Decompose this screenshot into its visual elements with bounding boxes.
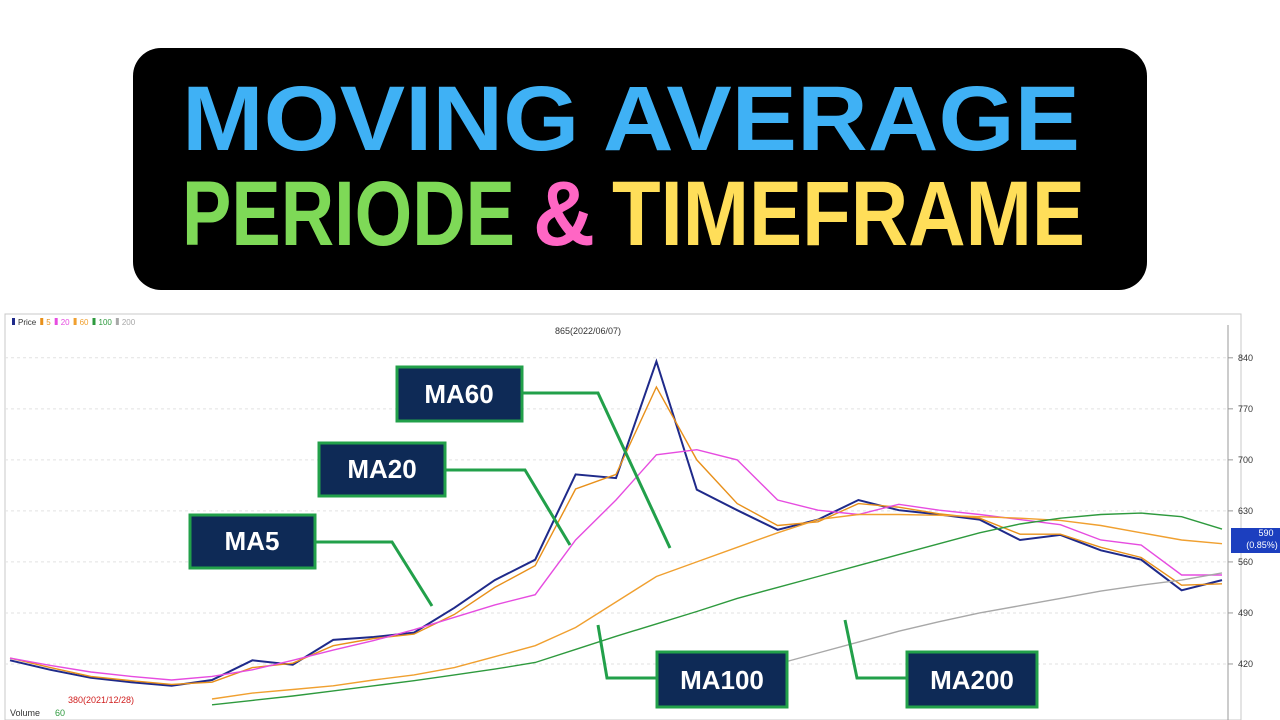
legend-swatch bbox=[73, 318, 77, 325]
ma-label: MA5 bbox=[225, 526, 280, 556]
connector bbox=[843, 619, 907, 680]
legend-swatch bbox=[115, 318, 119, 325]
subtitle-amp: & bbox=[533, 163, 595, 265]
title-box bbox=[133, 48, 1147, 290]
series-line bbox=[211, 512, 1223, 706]
subtitle-word: PERIODE bbox=[182, 163, 515, 265]
legend-swatch bbox=[92, 318, 96, 325]
legend-label: Price bbox=[18, 318, 37, 327]
ma-label: MA60 bbox=[424, 379, 493, 409]
volume-label: Volume bbox=[10, 708, 40, 718]
legend-swatch bbox=[54, 318, 58, 325]
annotation: 380(2021/12/28) bbox=[68, 695, 134, 705]
subtitle-word: TIMEFRAME bbox=[612, 163, 1085, 265]
annotation: 865(2022/06/07) bbox=[555, 326, 621, 336]
volume-label: 60 bbox=[55, 708, 65, 718]
legend-swatch bbox=[40, 318, 44, 325]
series-line bbox=[9, 448, 1222, 681]
annotation: 590 bbox=[1258, 528, 1273, 538]
ma-label: MA200 bbox=[930, 665, 1014, 695]
connector bbox=[522, 391, 672, 549]
y-tick-label: 420 bbox=[1238, 659, 1253, 669]
ma-label-box bbox=[655, 650, 789, 709]
title: MOVING AVERAGE bbox=[182, 68, 1080, 170]
legend-label: 20 bbox=[61, 318, 70, 327]
y-tick-label: 700 bbox=[1238, 455, 1253, 465]
y-tick-label: 630 bbox=[1238, 506, 1253, 516]
connector bbox=[445, 468, 572, 546]
legend-label: 60 bbox=[80, 318, 89, 327]
y-tick-label: 840 bbox=[1238, 353, 1253, 363]
ma-label-box bbox=[395, 365, 524, 423]
connector bbox=[315, 540, 434, 607]
ma-label-box bbox=[905, 650, 1039, 709]
legend-label: 5 bbox=[46, 318, 51, 327]
ma-label: MA20 bbox=[347, 454, 416, 484]
ma-label-box bbox=[317, 441, 447, 498]
series-line bbox=[211, 513, 1223, 700]
price-tag bbox=[1231, 528, 1280, 553]
series-lines bbox=[9, 358, 1223, 706]
connector bbox=[596, 624, 657, 680]
ma-label-box bbox=[188, 513, 317, 570]
series-line bbox=[9, 358, 1223, 687]
y-tick-label: 490 bbox=[1238, 608, 1253, 618]
legend-label: 100 bbox=[99, 318, 113, 327]
y-tick-label: 770 bbox=[1238, 404, 1253, 414]
y-tick-label: 560 bbox=[1238, 557, 1253, 567]
legend-label: 200 bbox=[122, 318, 136, 327]
grid: 420 490 560 630 700 770 840 bbox=[5, 353, 1253, 669]
legend-swatch bbox=[12, 318, 15, 325]
ma-label: MA100 bbox=[680, 665, 764, 695]
series-line bbox=[9, 385, 1223, 686]
legend: Price 5 20 60 100 200 bbox=[12, 318, 136, 327]
annotation: (0.85%) bbox=[1246, 540, 1278, 550]
